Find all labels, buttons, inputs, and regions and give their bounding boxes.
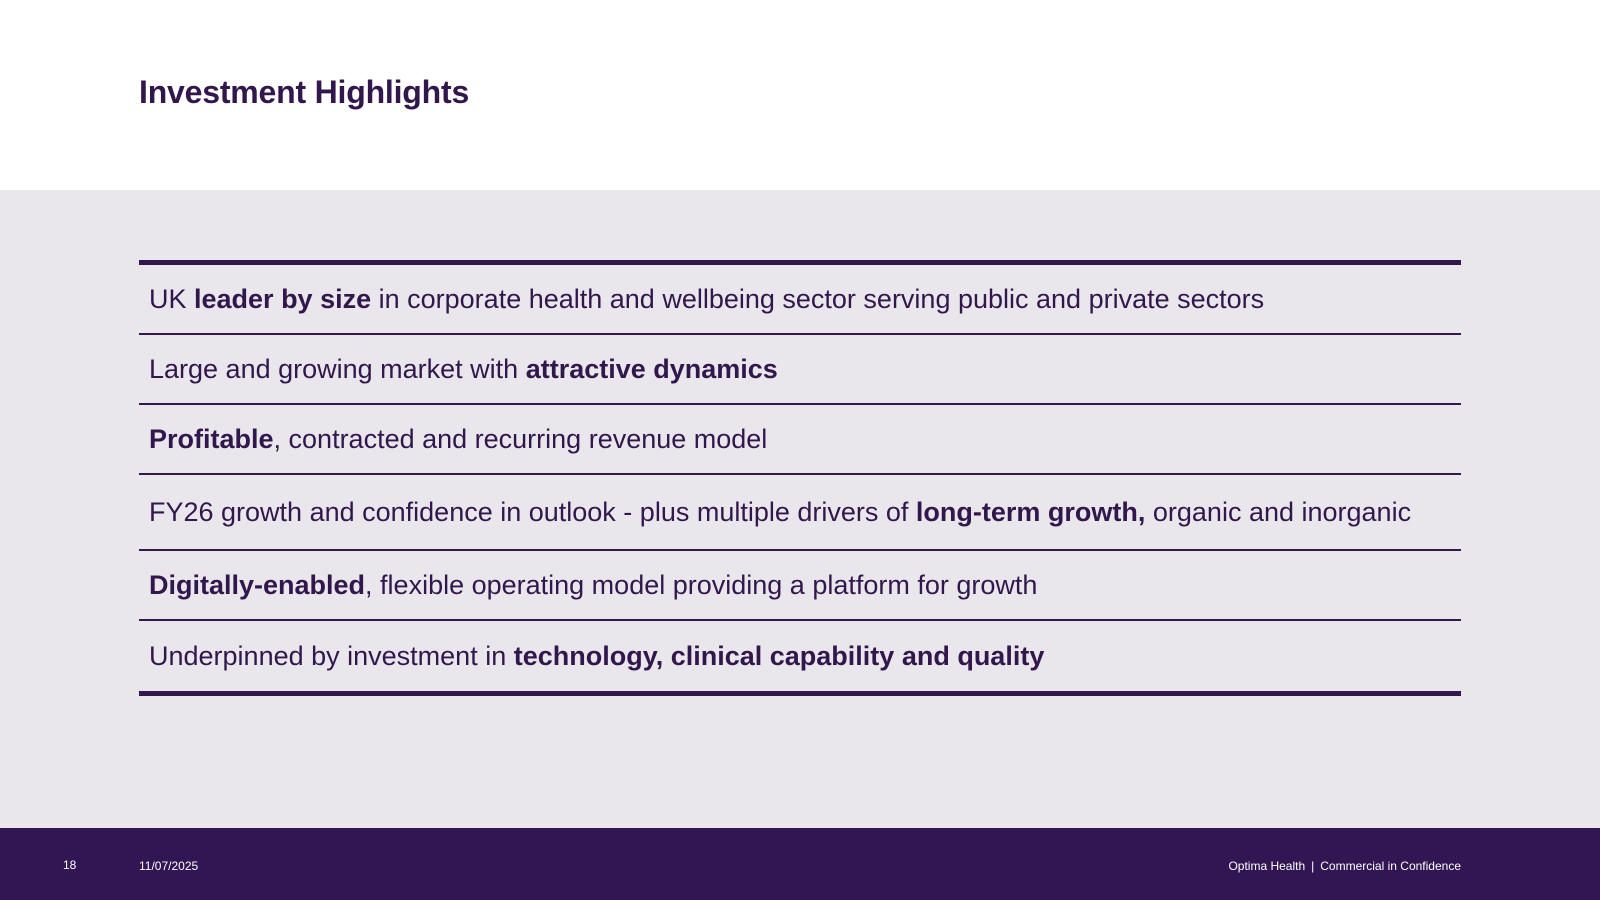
highlight-row: Digitally-enabled, flexible operating mo… bbox=[139, 551, 1461, 621]
highlight-row: Profitable, contracted and recurring rev… bbox=[139, 405, 1461, 475]
highlight-text: Large and growing market with attractive… bbox=[149, 354, 778, 384]
highlight-text: UK leader by size in corporate health an… bbox=[149, 284, 1265, 314]
footer-separator: | bbox=[1311, 859, 1315, 873]
slide-content: UK leader by size in corporate health an… bbox=[0, 190, 1600, 828]
highlight-row: UK leader by size in corporate health an… bbox=[139, 265, 1461, 335]
slide-date: 11/07/2025 bbox=[139, 859, 199, 873]
company-name: Optima Health bbox=[1228, 859, 1306, 873]
footer-confidentiality: Optima Health | Commercial in Confidence bbox=[1228, 859, 1461, 873]
slide-header: Investment Highlights bbox=[0, 0, 1600, 190]
highlight-row: Underpinned by investment in technology,… bbox=[139, 621, 1461, 691]
page-number: 18 bbox=[63, 858, 77, 872]
slide-footer: 18 11/07/2025 Optima Health | Commercial i… bbox=[0, 828, 1600, 900]
highlight-text: Digitally-enabled, flexible operating mo… bbox=[149, 570, 1038, 600]
highlight-row: FY26 growth and confidence in outlook - … bbox=[139, 475, 1461, 551]
highlight-text: Profitable, contracted and recurring rev… bbox=[149, 424, 768, 454]
highlights-list: UK leader by size in corporate health an… bbox=[139, 260, 1461, 696]
highlight-row: Large and growing market with attractive… bbox=[139, 335, 1461, 405]
highlight-text: Underpinned by investment in technology,… bbox=[149, 641, 1045, 671]
confidentiality-label: Commercial in Confidence bbox=[1320, 859, 1461, 873]
highlight-text: FY26 growth and confidence in outlook - … bbox=[149, 497, 1412, 527]
slide-title: Investment Highlights bbox=[139, 74, 470, 110]
